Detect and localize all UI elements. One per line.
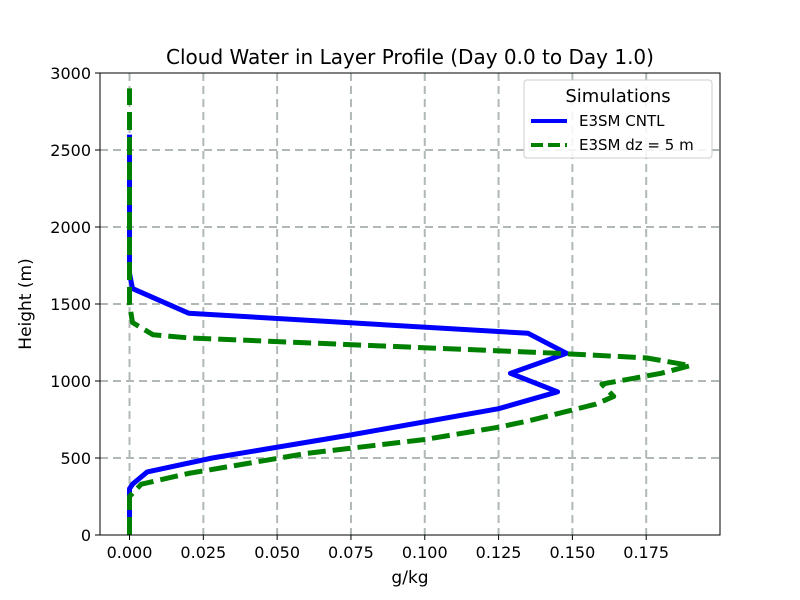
- chart-title: Cloud Water in Layer Profile (Day 0.0 to…: [166, 45, 654, 69]
- x-tick-label: 0.025: [180, 543, 226, 562]
- x-tick-label: 0.075: [328, 543, 374, 562]
- legend-entry-cntl: E3SM CNTL: [579, 112, 665, 130]
- x-tick-label: 0.175: [623, 543, 669, 562]
- y-tick-label: 3000: [50, 64, 91, 83]
- y-tick-label: 1000: [50, 372, 91, 391]
- series-line-1: [127, 88, 693, 535]
- x-axis-label: g/kg: [391, 568, 428, 588]
- y-axis: 0 500 1000 1500 2000 2500 3000: [50, 64, 100, 545]
- y-axis-label: Height (m): [16, 258, 36, 349]
- x-tick-label: 0.050: [254, 543, 300, 562]
- y-tick-label: 2500: [50, 141, 91, 160]
- y-tick-label: 500: [60, 449, 91, 468]
- x-tick-label: 0.100: [402, 543, 448, 562]
- legend-title: Simulations: [565, 86, 670, 107]
- series-layer: [127, 88, 693, 535]
- series-line-0: [127, 134, 569, 535]
- y-tick-label: 2000: [50, 218, 91, 237]
- x-tick-label: 0.000: [107, 543, 153, 562]
- y-tick-label: 0: [81, 526, 91, 545]
- legend-box: [523, 79, 713, 159]
- legend: Simulations E3SM CNTL E3SM dz = 5 m: [523, 79, 713, 159]
- x-tick-label: 0.150: [549, 543, 595, 562]
- x-axis: 0.000 0.025 0.050 0.075 0.100 0.125 0.150 0.175: [107, 535, 669, 562]
- legend-entry-dz5: E3SM dz = 5 m: [579, 136, 694, 154]
- y-tick-label: 1500: [50, 295, 91, 314]
- x-tick-label: 0.125: [476, 543, 522, 562]
